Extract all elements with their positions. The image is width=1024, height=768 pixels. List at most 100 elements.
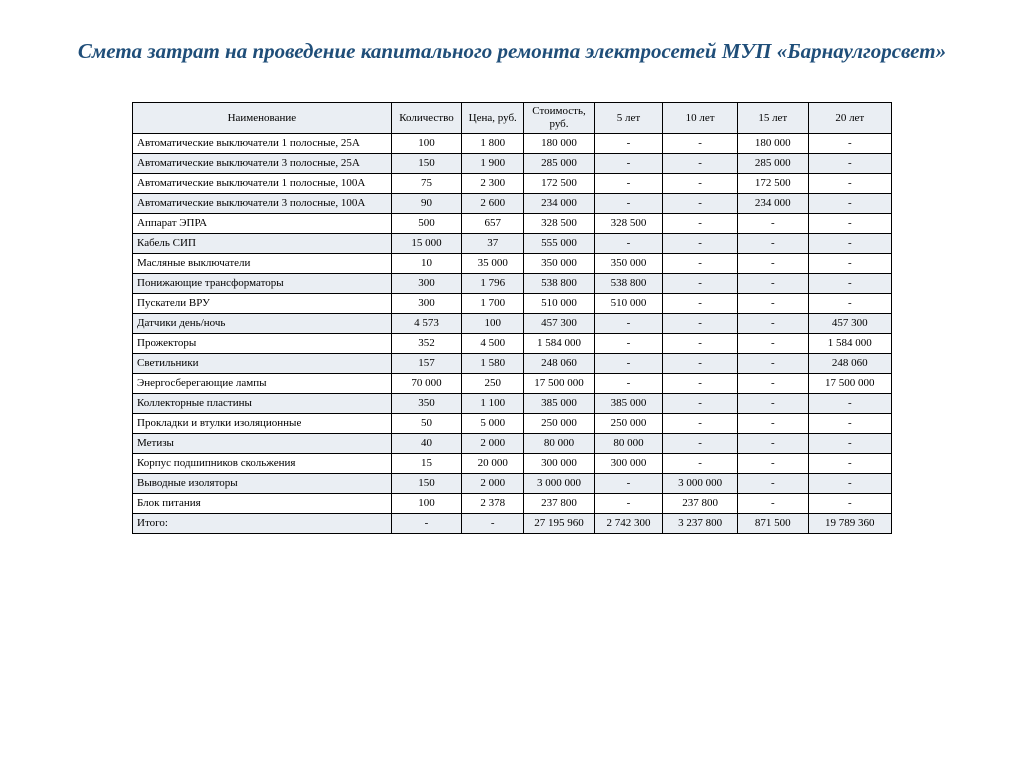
cell-y20: - (808, 193, 891, 213)
cell-name: Прожекторы (133, 333, 392, 353)
cell-name: Понижающие трансформаторы (133, 273, 392, 293)
table-row: Понижающие трансформаторы3001 796538 800… (133, 273, 892, 293)
cell-y5: 538 800 (594, 273, 662, 293)
cell-y10: - (663, 233, 738, 253)
cell-name: Энергосберегающие лампы (133, 373, 392, 393)
cell-y5: 300 000 (594, 453, 662, 473)
cell-y10: - (663, 133, 738, 153)
cell-y5: 328 500 (594, 213, 662, 233)
cell-y5: - (594, 353, 662, 373)
cell-price: 1 100 (462, 393, 524, 413)
table-row: Энергосберегающие лампы70 00025017 500 0… (133, 373, 892, 393)
table-row: Автоматические выключатели 3 полосные, 1… (133, 193, 892, 213)
cell-price: 1 580 (462, 353, 524, 373)
cost-estimate-table: Наименование Количество Цена, руб. Стоим… (132, 102, 892, 533)
table-row: Прокладки и втулки изоляционные505 000 25… (133, 413, 892, 433)
page-title: Смета затрат на проведение капитального … (72, 38, 952, 64)
cell-y5: - (594, 153, 662, 173)
cell-y10: - (663, 253, 738, 273)
table-row: Кабель СИП15 00037555 000---- (133, 233, 892, 253)
col-header-y20: 20 лет (808, 103, 891, 133)
table-row: Аппарат ЭПРА500657328 500328 500--- (133, 213, 892, 233)
cell-y20: - (808, 213, 891, 233)
cell-y5: 80 000 (594, 433, 662, 453)
cell-qty: 300 (391, 293, 462, 313)
cell-qty: 15 (391, 453, 462, 473)
table-row: Блок питания1002 378237 800-237 800-- (133, 493, 892, 513)
cell-y15: - (738, 233, 809, 253)
cell-y10: - (663, 273, 738, 293)
col-header-name: Наименование (133, 103, 392, 133)
cell-y10: - (663, 193, 738, 213)
cell-y20: 457 300 (808, 313, 891, 333)
table-row: Светильники1571 580248 060---248 060 (133, 353, 892, 373)
cell-cost: 510 000 (524, 293, 595, 313)
cell-y10: - (663, 413, 738, 433)
cell-price: 2 378 (462, 493, 524, 513)
cell-price: 2 600 (462, 193, 524, 213)
cell-y15: 172 500 (738, 173, 809, 193)
cell-y20: - (808, 273, 891, 293)
table-row: Корпус подшипников скольжения1520 000300… (133, 453, 892, 473)
cell-price: 657 (462, 213, 524, 233)
cell-name: Светильники (133, 353, 392, 373)
cell-y10: - (663, 333, 738, 353)
cell-qty: 300 (391, 273, 462, 293)
cell-y20: - (808, 493, 891, 513)
cell-y15: 285 000 (738, 153, 809, 173)
cell-cost: 457 300 (524, 313, 595, 333)
cell-cost: 180 000 (524, 133, 595, 153)
cell-y5: - (594, 193, 662, 213)
cell-qty: 50 (391, 413, 462, 433)
cell-price: 5 000 (462, 413, 524, 433)
cell-y15: - (738, 473, 809, 493)
table-row: Автоматические выключатели 3 полосные, 2… (133, 153, 892, 173)
cell-name: Автоматические выключатели 3 полосные, 1… (133, 193, 392, 213)
cell-qty: 150 (391, 473, 462, 493)
cell-cost: 350 000 (524, 253, 595, 273)
table-row: Выводные изоляторы1502 0003 000 000-3 00… (133, 473, 892, 493)
cell-cost: 237 800 (524, 493, 595, 513)
cell-price: 1 700 (462, 293, 524, 313)
cell-name: Прокладки и втулки изоляционные (133, 413, 392, 433)
cell-y20: - (808, 133, 891, 153)
cell-y20: - (808, 473, 891, 493)
cell-y20: - (808, 453, 891, 473)
cell-y5: - (594, 173, 662, 193)
cell-y15: - (738, 213, 809, 233)
cell-cost: 300 000 (524, 453, 595, 473)
cell-price: 2 000 (462, 473, 524, 493)
cell-cost: 555 000 (524, 233, 595, 253)
cell-qty: 15 000 (391, 233, 462, 253)
cell-y10: - (663, 153, 738, 173)
cell-y10: - (663, 453, 738, 473)
cell-y20: - (808, 413, 891, 433)
cell-y5: 250 000 (594, 413, 662, 433)
cell-price: - (462, 513, 524, 533)
cell-y5: - (594, 473, 662, 493)
cell-qty: 10 (391, 253, 462, 273)
cell-cost: 80 000 (524, 433, 595, 453)
cell-qty: 150 (391, 153, 462, 173)
cell-y10: 3 000 000 (663, 473, 738, 493)
table-row: Прожекторы3524 5001 584 000---1 584 000 (133, 333, 892, 353)
cell-cost: 328 500 (524, 213, 595, 233)
cell-cost: 248 060 (524, 353, 595, 373)
table-row: Масляные выключатели1035 000350 000350 0… (133, 253, 892, 273)
cell-cost: 538 800 (524, 273, 595, 293)
cell-y20: 17 500 000 (808, 373, 891, 393)
cell-y20: - (808, 293, 891, 313)
cell-cost: 27 195 960 (524, 513, 595, 533)
cell-name: Итого: (133, 513, 392, 533)
col-header-qty: Количество (391, 103, 462, 133)
cell-cost: 385 000 (524, 393, 595, 413)
cell-y20: 1 584 000 (808, 333, 891, 353)
cell-cost: 172 500 (524, 173, 595, 193)
cell-y20: 19 789 360 (808, 513, 891, 533)
table-row: Коллекторные пластины3501 100385 000385 … (133, 393, 892, 413)
cell-name: Автоматические выключатели 3 полосные, 2… (133, 153, 392, 173)
cell-y5: - (594, 333, 662, 353)
cell-cost: 17 500 000 (524, 373, 595, 393)
table-row: Пускатели ВРУ3001 700510 000510 000--- (133, 293, 892, 313)
cell-y15: - (738, 353, 809, 373)
